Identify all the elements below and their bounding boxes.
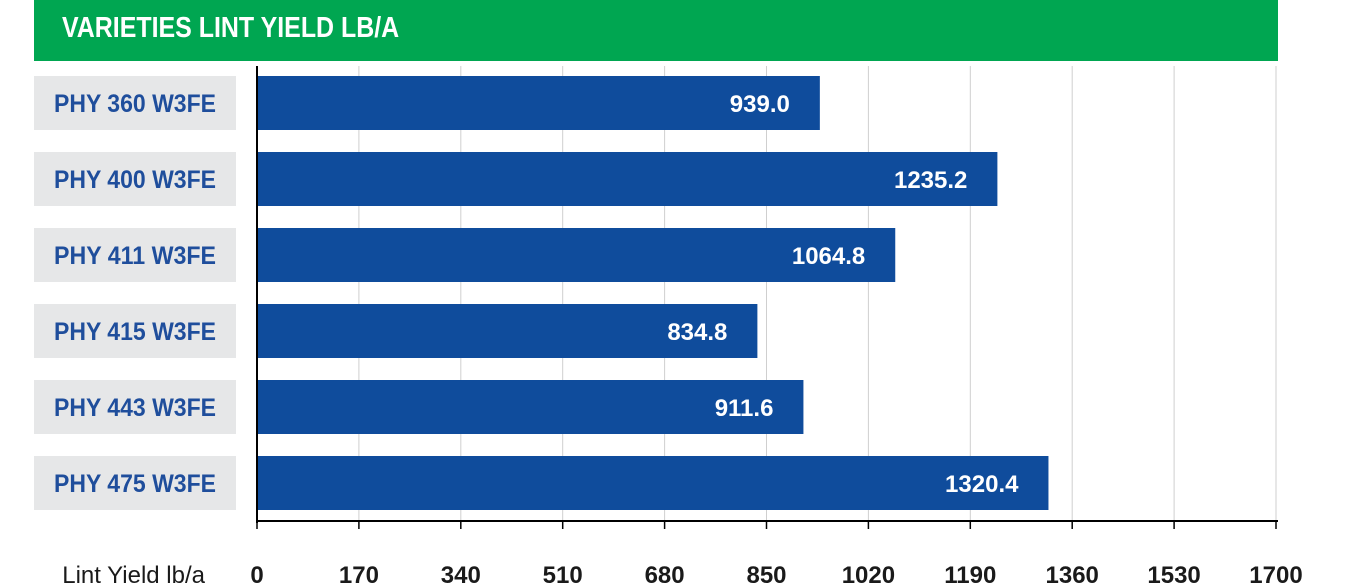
category-label-box [34, 380, 236, 434]
tick-label: 510 [543, 562, 583, 584]
category-label: PHY 360 W3FE [54, 90, 216, 118]
bar [257, 152, 998, 206]
chart-title: VARIETIES LINT YIELD LB/A [62, 12, 400, 44]
category-label-box [34, 304, 236, 358]
category-label: PHY 411 W3FE [54, 242, 216, 270]
bar [257, 380, 804, 434]
category-label-box [34, 456, 236, 510]
category-label: PHY 415 W3FE [54, 318, 216, 346]
category-label: PHY 443 W3FE [54, 394, 216, 422]
category-label: PHY 400 W3FE [54, 166, 216, 194]
tick-label: 680 [645, 562, 685, 584]
tick-label: 0 [250, 562, 263, 584]
category-label: PHY 475 W3FE [54, 470, 216, 498]
bar-value-label: 834.8 [667, 319, 727, 346]
tick-label: 1190 [944, 562, 996, 584]
tick-label: 1360 [1046, 562, 1099, 584]
tick-label: 1530 [1147, 562, 1200, 584]
tick-label: 170 [339, 562, 379, 584]
chart-title-bar: VARIETIES LINT YIELD LB/A [34, 0, 1278, 61]
bar-value-label: 1235.2 [894, 167, 967, 194]
bar [257, 304, 758, 358]
bar-value-label: 1320.4 [945, 471, 1019, 498]
x-axis-label: Lint Yield lb/a [62, 562, 205, 584]
category-label-box [34, 152, 236, 206]
bar-value-label: 911.6 [715, 395, 774, 422]
bar [257, 76, 820, 130]
bar [257, 456, 1049, 510]
bar [257, 228, 896, 282]
category-label-box [34, 76, 236, 130]
tick-label: 850 [746, 562, 786, 584]
tick-label: 1700 [1249, 562, 1302, 584]
bar-value-label: 939.0 [730, 91, 790, 118]
tick-label: 340 [441, 562, 481, 584]
bar-value-label: 1064.8 [792, 243, 865, 270]
tick-label: 1020 [842, 562, 895, 584]
category-label-box [34, 228, 236, 282]
